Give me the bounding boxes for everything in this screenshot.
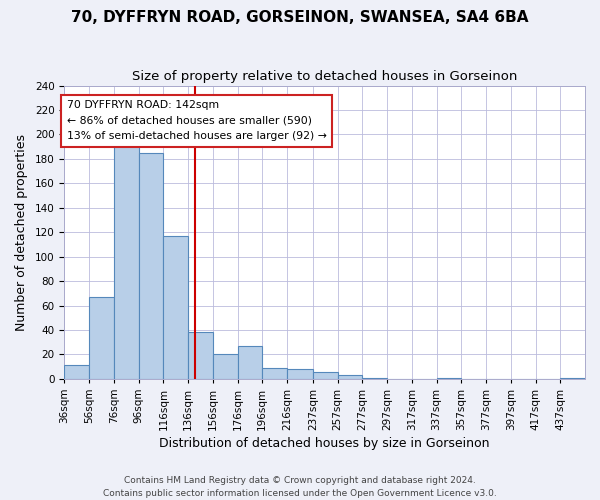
Bar xyxy=(262,368,287,379)
Bar xyxy=(188,332,213,379)
Bar xyxy=(437,378,461,379)
Bar xyxy=(560,378,585,379)
Title: Size of property relative to detached houses in Gorseinon: Size of property relative to detached ho… xyxy=(132,70,517,83)
Bar xyxy=(362,378,387,379)
Text: Contains HM Land Registry data © Crown copyright and database right 2024.
Contai: Contains HM Land Registry data © Crown c… xyxy=(103,476,497,498)
Bar xyxy=(213,354,238,379)
Bar xyxy=(163,236,188,379)
Bar xyxy=(114,134,139,379)
X-axis label: Distribution of detached houses by size in Gorseinon: Distribution of detached houses by size … xyxy=(160,437,490,450)
Text: 70 DYFFRYN ROAD: 142sqm
← 86% of detached houses are smaller (590)
13% of semi-d: 70 DYFFRYN ROAD: 142sqm ← 86% of detache… xyxy=(67,100,327,141)
Bar xyxy=(64,366,89,379)
Y-axis label: Number of detached properties: Number of detached properties xyxy=(15,134,28,330)
Text: 70, DYFFRYN ROAD, GORSEINON, SWANSEA, SA4 6BA: 70, DYFFRYN ROAD, GORSEINON, SWANSEA, SA… xyxy=(71,10,529,25)
Bar xyxy=(89,297,114,379)
Bar xyxy=(238,346,262,379)
Bar xyxy=(338,375,362,379)
Bar xyxy=(313,372,338,379)
Bar xyxy=(139,153,163,379)
Bar xyxy=(287,369,313,379)
